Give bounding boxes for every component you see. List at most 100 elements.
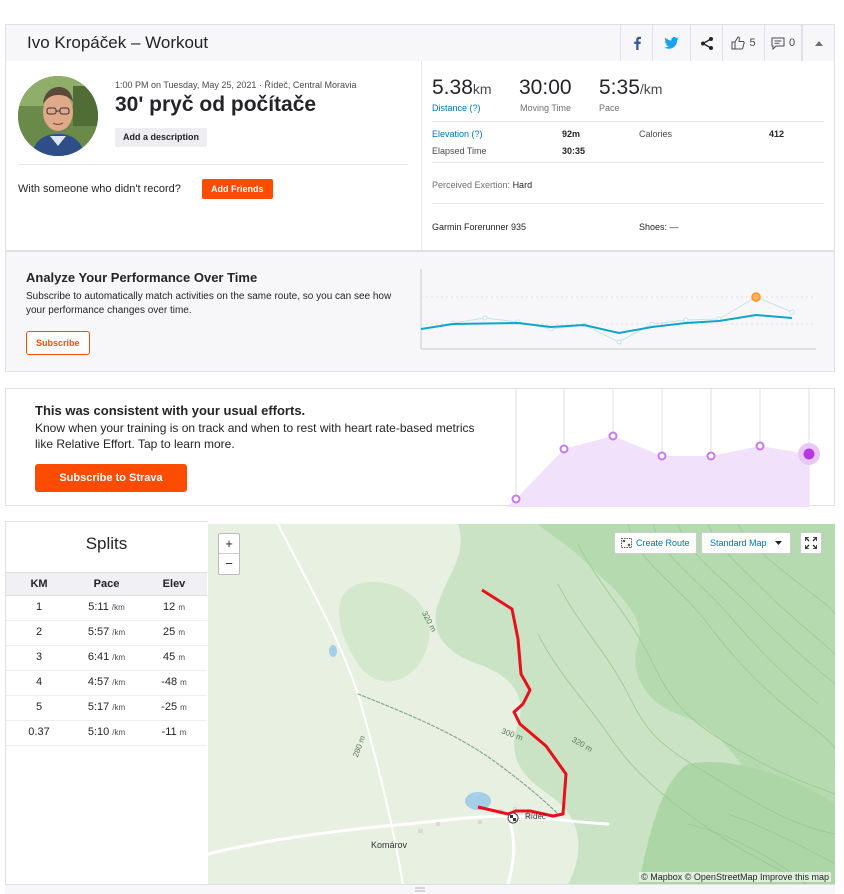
elapsed-label: Elapsed Time xyxy=(432,146,487,156)
start-finish-marker xyxy=(507,812,519,824)
calories-label: Calories xyxy=(639,129,673,139)
split-elev: 45 m xyxy=(163,651,185,663)
graphic-effort-points xyxy=(511,431,765,504)
page-title: Ivo Kropáček – Workout xyxy=(27,33,209,52)
relative-effort-upsell-panel[interactable]: This was consistent with your usual effo… xyxy=(5,388,835,507)
splits-header: KM Pace Elev xyxy=(6,572,207,596)
distance-stat: 5.38km xyxy=(432,76,492,100)
route-map[interactable]: 320 m 300 m 320 m 280 m Řídeč Komárov + … xyxy=(208,524,835,885)
table-row: 5 5:17 /km -25 m xyxy=(6,696,207,721)
drag-handle-icon xyxy=(415,887,425,892)
splits-title: Splits xyxy=(85,534,128,553)
elevation-label[interactable]: Elevation (?) xyxy=(432,129,483,139)
pace-value: 5:35 xyxy=(599,76,640,99)
split-km: 3 xyxy=(35,651,43,663)
subscribe-button[interactable]: Subscribe xyxy=(26,331,90,355)
graphic-trend-line xyxy=(420,313,793,335)
caret-down-icon xyxy=(774,541,782,545)
collapse-button[interactable] xyxy=(802,25,834,61)
add-friends-button[interactable]: Add Friends xyxy=(202,179,273,199)
consistent-text: Know when your training is on track and … xyxy=(35,421,475,451)
split-km: 0.37 xyxy=(28,726,50,738)
splits-panel: Splits KM Pace Elev 1 5:11 /km 12 m 2 5:… xyxy=(5,521,208,885)
map-style-label: Standard Map xyxy=(710,538,767,548)
comments-count: 0 xyxy=(788,37,796,49)
col-elev: Elev xyxy=(162,578,186,590)
subscribe-to-strava-button[interactable]: Subscribe to Strava xyxy=(35,464,187,492)
split-km: 4 xyxy=(35,676,43,688)
kudos-count: 5 xyxy=(749,37,756,49)
shoes-value: Shoes: — xyxy=(639,222,679,232)
forest-area xyxy=(638,762,835,885)
pace-stat: 5:35/km xyxy=(599,76,662,100)
distance-value: 5.38 xyxy=(432,76,473,99)
share-button[interactable] xyxy=(690,25,722,61)
col-pace: Pace xyxy=(93,578,120,590)
create-route-button[interactable]: Create Route xyxy=(614,532,697,554)
create-route-label: Create Route xyxy=(636,538,690,548)
chevron-up-icon xyxy=(814,40,823,46)
zoom-in-button[interactable]: + xyxy=(219,534,239,554)
analyze-upsell-panel: Analyze Your Performance Over Time Subsc… xyxy=(5,251,835,372)
vertical-divider xyxy=(421,61,422,251)
divider xyxy=(432,203,824,204)
athlete-photo xyxy=(18,76,98,156)
consistent-heading: This was consistent with your usual effo… xyxy=(35,403,306,418)
graphic-current-point xyxy=(803,448,815,460)
forest-area xyxy=(538,524,835,824)
divider xyxy=(432,121,824,122)
route-icon xyxy=(621,538,632,548)
calories-value: 412 xyxy=(769,129,785,139)
split-pace: 4:57 /km xyxy=(87,676,126,688)
zoom-out-button[interactable]: − xyxy=(225,556,233,571)
map-canvas xyxy=(208,524,835,885)
split-pace: 5:57 /km xyxy=(87,626,126,638)
performance-trend-graphic xyxy=(420,269,816,350)
graphic-effort-area xyxy=(506,436,809,507)
split-elev: 25 m xyxy=(163,626,185,638)
split-km: 1 xyxy=(35,601,43,613)
comments-button[interactable]: 0 xyxy=(764,25,802,61)
forest-area xyxy=(339,582,430,682)
map-attribution[interactable]: © Mapbox © OpenStreetMap Improve this ma… xyxy=(639,872,831,882)
thumbs-up-icon xyxy=(731,36,746,50)
pace-label: Pace xyxy=(599,103,620,113)
split-km: 2 xyxy=(35,626,43,638)
perceived-exertion: Perceived Exertion: Hard xyxy=(432,180,532,190)
graphic-runs-line xyxy=(420,296,793,343)
split-pace: 6:41 /km xyxy=(87,651,126,663)
split-elev: -48 m xyxy=(161,676,187,688)
split-pace: 5:11 /km xyxy=(88,601,125,613)
relative-effort-graphic xyxy=(506,389,820,507)
twitter-icon xyxy=(664,37,679,49)
table-row: 1 5:11 /km 12 m xyxy=(6,596,207,621)
pace-unit: /km xyxy=(639,81,663,97)
distance-label[interactable]: Distance (?) xyxy=(432,103,481,113)
comment-icon xyxy=(771,37,785,50)
split-pace: 5:17 /km xyxy=(87,701,126,713)
table-row: 0.37 5:10 /km -11 m xyxy=(6,721,207,746)
moving-time-label: Moving Time xyxy=(520,103,572,113)
add-description-button[interactable]: Add a description xyxy=(115,128,208,147)
device-name: Garmin Forerunner 935 xyxy=(432,222,527,232)
facebook-icon xyxy=(633,36,641,50)
twitter-share-button[interactable] xyxy=(652,25,690,61)
activity-title: 30' pryč od počítače xyxy=(115,93,317,116)
graphic-axis xyxy=(420,269,816,350)
avatar[interactable] xyxy=(18,76,98,156)
moving-time-value: 30:00 xyxy=(519,76,572,99)
map-style-select[interactable]: Standard Map xyxy=(701,532,791,554)
header-actions: 5 0 xyxy=(620,25,834,61)
table-row: 4 4:57 /km -48 m xyxy=(6,671,207,696)
distance-unit: km xyxy=(472,81,492,97)
split-elev: 12 m xyxy=(163,601,185,613)
activity-summary: 1:00 PM on Tuesday, May 25, 2021 · Řídeč… xyxy=(5,61,835,251)
fullscreen-button[interactable] xyxy=(800,532,822,554)
pond xyxy=(329,645,337,657)
kudos-button[interactable]: 5 xyxy=(722,25,764,61)
zoom-control: + − xyxy=(218,533,240,575)
resize-handle[interactable] xyxy=(5,884,835,894)
facebook-share-button[interactable] xyxy=(620,25,652,61)
perceived-label: Perceived Exertion: xyxy=(432,180,511,190)
moving-time-stat: 30:00 xyxy=(519,76,572,100)
